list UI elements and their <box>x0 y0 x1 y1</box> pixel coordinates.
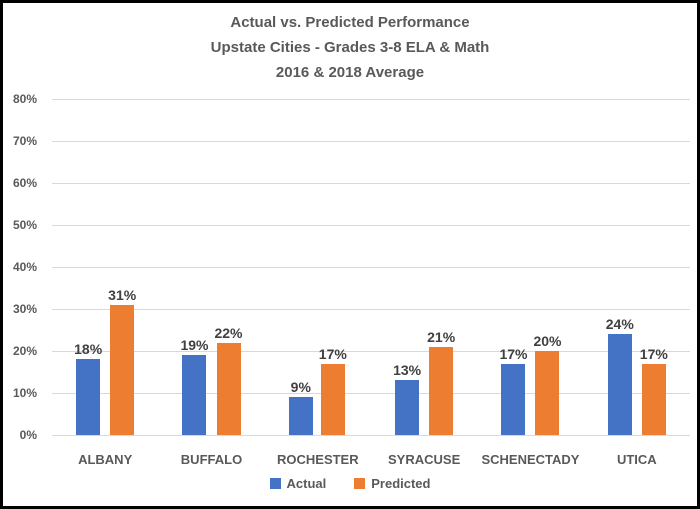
gridline <box>52 308 690 310</box>
bar-actual-schenectady <box>501 363 526 435</box>
bar-column: 31% <box>108 99 136 435</box>
bar-predicted-utica <box>641 363 666 435</box>
gridline <box>52 98 690 100</box>
gridline <box>52 392 690 394</box>
bar-predicted-albany <box>110 304 135 435</box>
y-axis: 0% 10% 20% 30% 40% 50% 60% 70% 80% <box>3 92 37 442</box>
x-axis-category-label: BUFFALO <box>180 452 243 467</box>
bar-actual-syracuse <box>395 380 420 435</box>
bar-value-label: 21% <box>427 328 456 345</box>
gridline <box>52 224 690 226</box>
bar-column: 19% <box>180 99 208 435</box>
legend: Actual Predicted <box>3 476 697 491</box>
chart-title: Actual vs. Predicted Performance Upstate… <box>3 10 697 85</box>
x-axis: ALBANY BUFFALO ROCHESTER SYRACUSE SCHENECTAD… <box>52 452 690 467</box>
bar-value-label: 9% <box>290 379 311 396</box>
bar-value-label: 24% <box>605 316 634 333</box>
gridline <box>52 350 690 352</box>
bar-value-label: 19% <box>180 337 209 354</box>
bar-predicted-rochester <box>320 363 345 435</box>
y-axis-tick-label: 70% <box>12 134 37 148</box>
bar-column: 24% <box>606 99 634 435</box>
gridline <box>52 434 690 436</box>
bar-column: 17% <box>499 99 527 435</box>
x-axis-category-label: SYRACUSE <box>388 452 461 467</box>
bar-value-label: 17% <box>639 345 668 362</box>
legend-item-actual: Actual <box>269 476 327 491</box>
bar-actual-rochester <box>288 397 313 435</box>
bar-value-label: 17% <box>318 345 347 362</box>
bar-actual-utica <box>607 334 632 435</box>
y-axis-tick-label: 80% <box>12 92 37 106</box>
x-axis-category-label: ROCHESTER <box>277 452 359 467</box>
x-axis-category-label: SCHENECTADY <box>481 452 580 467</box>
bar-column: 17% <box>640 99 668 435</box>
bar-column: 13% <box>393 99 421 435</box>
bar-group-rochester: 9% 17% <box>265 99 371 435</box>
bar-value-label: 22% <box>214 324 243 341</box>
bar-groups: 18% 31% 19% 22% 9% 17% 13% 21% 17% 20% 24% 17% <box>52 99 690 435</box>
x-axis-category-label: ALBANY <box>78 452 133 467</box>
bar-group-syracuse: 13% 21% <box>371 99 477 435</box>
chart-title-line-2: Upstate Cities - Grades 3-8 ELA & Math <box>210 39 490 56</box>
y-axis-tick-label: 50% <box>12 218 37 232</box>
bar-predicted-buffalo <box>216 342 241 435</box>
chart-title-line-3: 2016 & 2018 Average <box>275 64 425 81</box>
legend-item-predicted: Predicted <box>354 476 430 491</box>
x-axis-category-label: UTICA <box>616 452 657 467</box>
bar-column: 20% <box>533 99 562 435</box>
bar-column: 18% <box>74 99 102 435</box>
legend-label: Predicted <box>371 476 431 491</box>
legend-swatch-actual <box>269 478 281 489</box>
y-axis-tick-label: 40% <box>12 260 37 274</box>
plot-area: 18% 31% 19% 22% 9% 17% 13% 21% 17% 20% 24% 17% <box>52 98 690 436</box>
bar-value-label: 20% <box>533 333 562 349</box>
bar-actual-buffalo <box>182 355 207 435</box>
chart-title-line-1: Actual vs. Predicted Performance <box>230 14 470 31</box>
bar-value-label: 13% <box>393 362 422 379</box>
legend-label: Actual <box>286 476 327 491</box>
bar-column: 21% <box>427 99 455 435</box>
legend-swatch-predicted <box>354 478 366 489</box>
bar-group-buffalo: 19% 22% <box>158 99 264 435</box>
bar-group-albany: 18% 31% <box>52 99 158 435</box>
gridline <box>52 140 690 142</box>
bar-value-label: 18% <box>74 341 103 358</box>
bar-group-schenectady: 17% 20% <box>477 99 583 435</box>
bar-column: 17% <box>319 99 347 435</box>
bar-group-utica: 24% 17% <box>584 99 690 435</box>
gridline <box>52 182 690 184</box>
bar-value-label: 17% <box>499 345 528 362</box>
bar-predicted-syracuse <box>429 346 454 435</box>
bar-column: 22% <box>214 99 243 435</box>
y-axis-tick-label: 30% <box>12 302 37 316</box>
bar-value-label: 31% <box>108 286 137 303</box>
y-axis-tick-label: 10% <box>12 386 37 400</box>
bar-column: 9% <box>288 99 313 435</box>
y-axis-tick-label: 60% <box>12 176 37 190</box>
y-axis-tick-label: 20% <box>12 344 37 358</box>
gridline <box>52 266 690 268</box>
y-axis-tick-label: 0% <box>19 428 37 442</box>
bar-predicted-schenectady <box>535 351 560 435</box>
bar-actual-albany <box>76 359 101 435</box>
